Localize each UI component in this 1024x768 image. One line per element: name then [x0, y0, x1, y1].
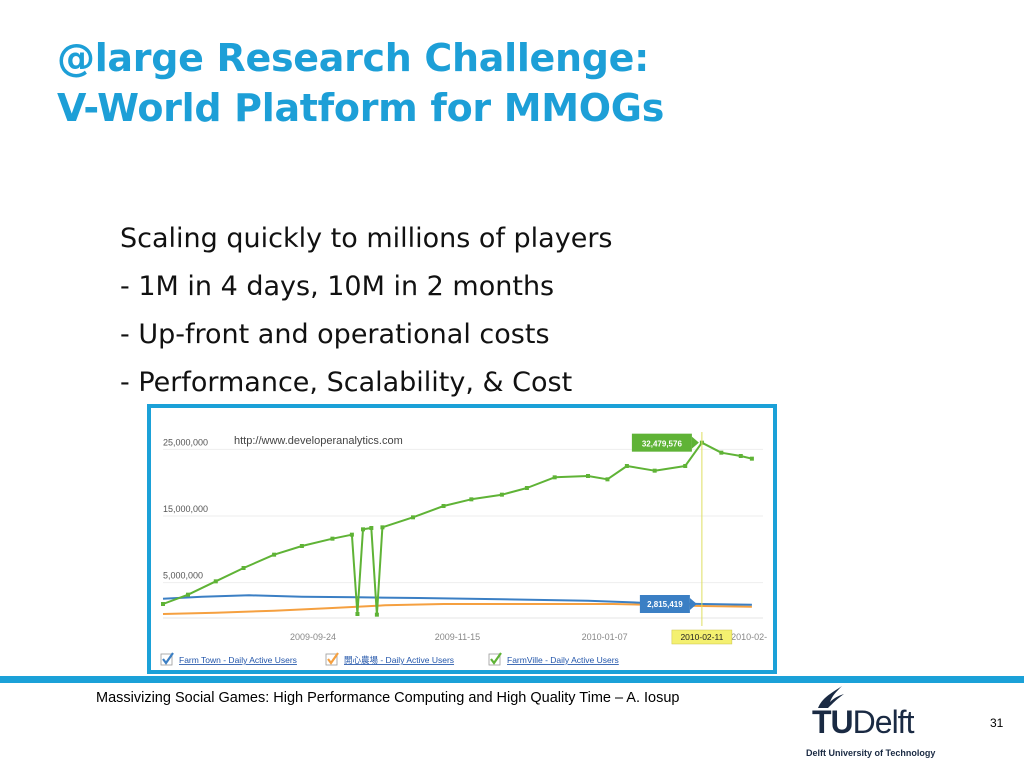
data-point	[652, 468, 657, 473]
logo-tu: TU	[812, 704, 854, 740]
bullet-item: Scaling quickly to millions of players	[120, 223, 613, 254]
data-point	[161, 602, 165, 606]
data-point	[469, 497, 474, 502]
data-point	[749, 456, 754, 461]
legend-checkbox[interactable]	[325, 653, 338, 666]
data-point	[299, 544, 304, 548]
source-url-label[interactable]: http://www.developeranalytics.com	[234, 435, 403, 447]
blue-value-callout	[639, 595, 690, 613]
data-point	[186, 592, 190, 597]
data-point	[683, 464, 688, 468]
data-point	[624, 464, 629, 468]
series-line	[162, 441, 753, 616]
data-point	[380, 525, 385, 530]
logo-delft: Delft	[852, 704, 915, 740]
logo-subtitle: Delft University of Technology	[806, 748, 936, 758]
footer-text: Massivizing Social Games: High Performan…	[96, 690, 680, 706]
chart-legend: Farm Town - Daily Active Users 開心農場 - Dai…	[160, 652, 619, 666]
bullet-item: - 1M in 4 days, 10M in 2 months	[120, 271, 555, 302]
data-point	[441, 504, 446, 508]
page-number: 31	[990, 716, 1004, 730]
tu-delft-logo: TUDelft Delft University of Technology	[800, 684, 950, 764]
legend-item[interactable]: 開心農場 - Daily Active Users	[325, 652, 454, 666]
data-point	[330, 536, 335, 541]
highlight-date-label: 2010-02-11	[680, 632, 723, 642]
data-point	[605, 477, 610, 482]
data-point	[355, 612, 360, 616]
bullet-list: Scaling quickly to millions of players -…	[120, 215, 613, 407]
x-tick-label: 2009-11-15	[435, 632, 480, 642]
legend-item[interactable]: FarmVille - Daily Active Users	[488, 652, 619, 666]
slide-title-line-2: V-World Platform for MMOGs	[57, 86, 665, 130]
legend-checkbox[interactable]	[160, 653, 173, 666]
footer-divider	[0, 676, 1024, 683]
blue-callout-pointer	[689, 598, 697, 610]
data-point	[719, 450, 724, 455]
legend-item[interactable]: Farm Town - Daily Active Users	[160, 652, 297, 666]
slide-title-line-1: @large Research Challenge:	[57, 36, 650, 80]
legend-label[interactable]: FarmVille - Daily Active Users	[507, 655, 619, 665]
logo-wordmark: TUDelft	[812, 704, 915, 741]
data-point	[213, 579, 218, 584]
slide-title: @large Research Challenge: V-World Platf…	[57, 33, 664, 133]
data-point	[586, 474, 590, 478]
dau-line-chart: http://www.developeranalytics.com 25,000…	[160, 432, 767, 666]
flame-icon	[818, 686, 844, 708]
check-icon	[490, 652, 502, 665]
y-tick-label: 25,000,000	[163, 437, 208, 447]
data-point	[524, 486, 529, 490]
data-point	[349, 532, 354, 537]
data-point	[738, 454, 743, 458]
bullet-item: - Performance, Scalability, & Cost	[120, 367, 573, 398]
legend-label[interactable]: Farm Town - Daily Active Users	[179, 655, 297, 665]
y-tick-label: 15,000,000	[163, 504, 208, 514]
bullet-item: - Up-front and operational costs	[120, 319, 550, 350]
y-tick-label: 5,000,000	[163, 571, 203, 581]
highlight-date-badge	[671, 629, 733, 645]
green-value-label: 32,479,576	[642, 440, 683, 449]
legend-label[interactable]: 開心農場 - Daily Active Users	[344, 655, 454, 665]
data-point	[369, 526, 374, 530]
green-value-callout	[631, 433, 692, 452]
data-point	[374, 612, 379, 617]
x-tick-label: 2009-09-24	[290, 632, 336, 642]
blue-value-label: 2,815,419	[647, 600, 683, 609]
check-icon	[327, 652, 339, 665]
data-point	[241, 566, 246, 570]
x-tick-label: 2010-01-07	[582, 632, 628, 642]
data-point	[361, 527, 365, 532]
legend-checkbox[interactable]	[488, 653, 501, 666]
check-icon	[162, 652, 174, 665]
data-point	[411, 515, 415, 520]
x-tick-label: 2010-02-	[731, 632, 767, 642]
chart-frame: http://www.developeranalytics.com 25,000…	[147, 404, 777, 674]
data-point	[552, 475, 557, 480]
data-point	[272, 552, 277, 557]
data-point	[499, 492, 504, 497]
green-callout-pointer	[691, 436, 699, 449]
